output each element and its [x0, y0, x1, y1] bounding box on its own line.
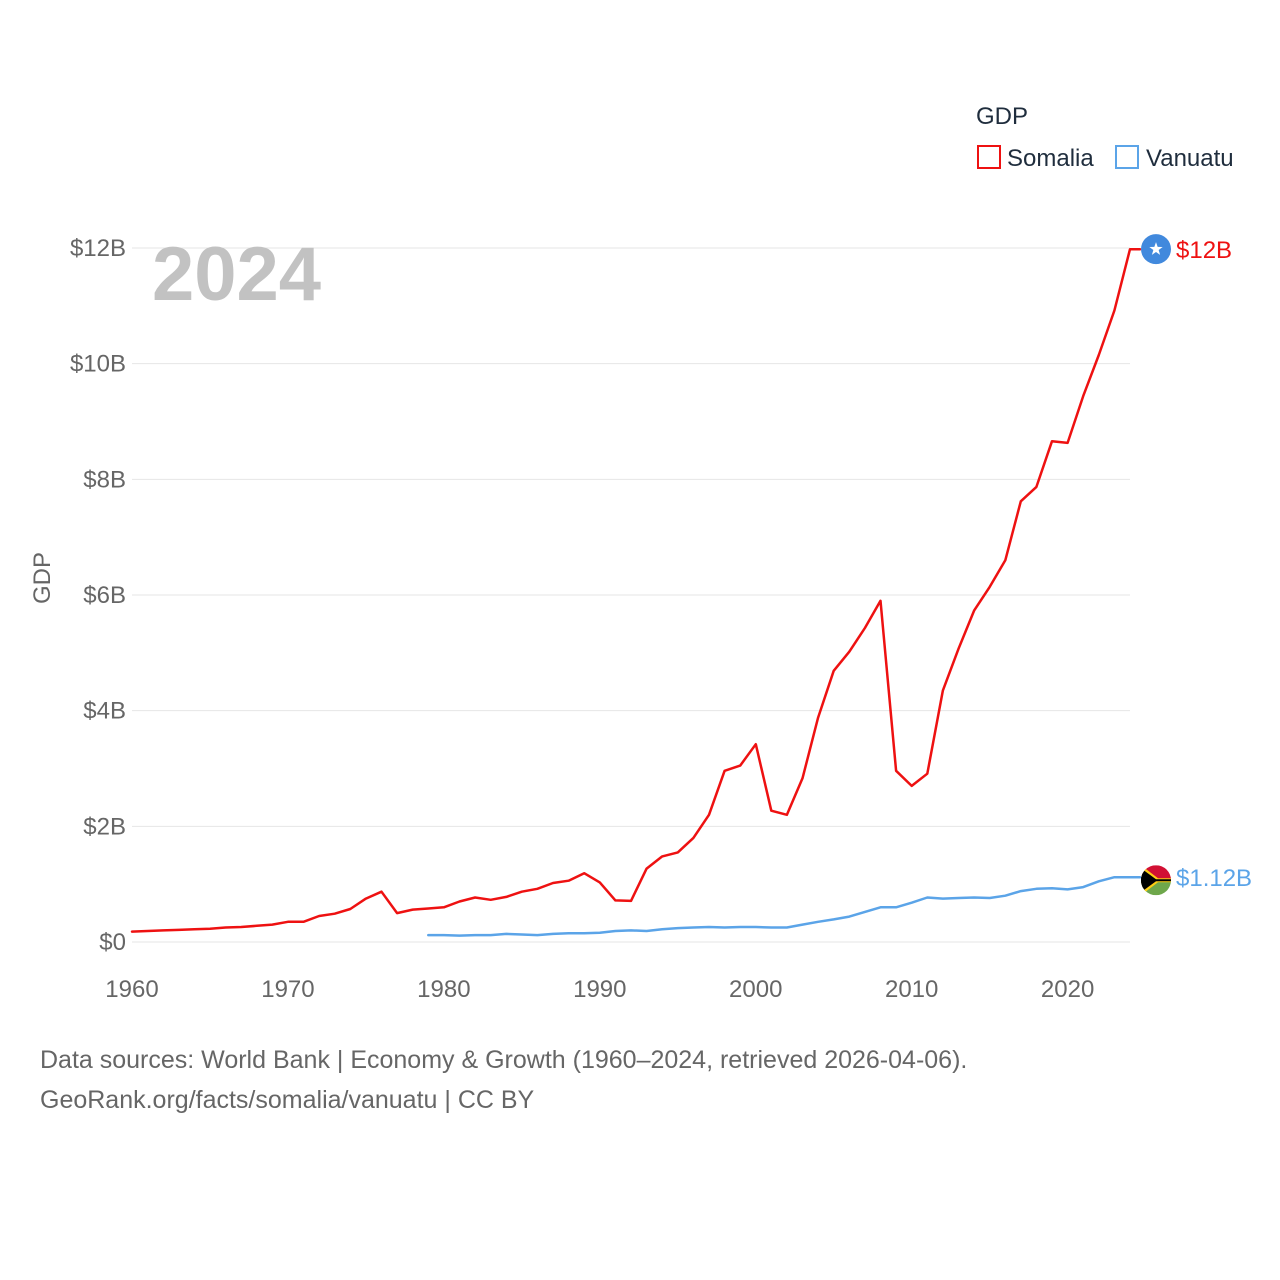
end-value-label-vanuatu: $1.12B: [1176, 865, 1252, 892]
legend-swatch-somalia: [977, 145, 1001, 169]
grid-lines: [132, 247, 1130, 943]
legend-label-somalia: Somalia: [1007, 145, 1094, 172]
legend[interactable]: GDP Somalia Vanuatu: [976, 103, 1234, 172]
end-value-label-somalia: $12B: [1176, 237, 1232, 264]
x-tick-label: 1980: [417, 976, 470, 1003]
x-tick-label: 2010: [885, 976, 938, 1003]
y-tick-label: $6B: [83, 582, 126, 609]
x-tick-label: 1960: [105, 976, 158, 1003]
y-tick-label: $10B: [70, 351, 126, 378]
somalia-flag-icon: [1141, 234, 1171, 265]
series-lines: [130, 247, 1142, 937]
x-tick-label: 2000: [729, 976, 782, 1003]
legend-title: GDP: [976, 103, 1028, 130]
y-tick-label: $0: [99, 929, 126, 956]
y-axis-ticks: $0 $2B $4B $6B $8B $10B $12B: [70, 235, 126, 956]
y-tick-label: $8B: [83, 466, 126, 493]
series-line-vanuatu: [427, 875, 1142, 937]
legend-swatch-vanuatu: [1115, 145, 1139, 169]
year-watermark: 2024: [152, 232, 321, 317]
vanuatu-flag-icon: [1141, 865, 1171, 896]
legend-item-vanuatu[interactable]: Vanuatu: [1115, 145, 1234, 172]
series-line-somalia: [130, 247, 1142, 933]
y-tick-label: $4B: [83, 698, 126, 725]
data-sources-text: Data sources: World Bank | Economy & Gro…: [40, 1046, 968, 1074]
x-tick-label: 1990: [573, 976, 626, 1003]
legend-item-somalia[interactable]: Somalia: [977, 145, 1094, 172]
x-tick-label: 2020: [1041, 976, 1094, 1003]
y-tick-label: $12B: [70, 235, 126, 262]
legend-label-vanuatu: Vanuatu: [1146, 145, 1234, 172]
flag-triangle: [1141, 871, 1153, 890]
footer: Data sources: World Bank | Economy & Gro…: [40, 1040, 967, 1120]
x-tick-label: 1970: [261, 976, 314, 1003]
flag-black-y: [1141, 868, 1171, 893]
attribution-text: GeoRank.org/facts/somalia/vanuatu | CC B…: [40, 1086, 535, 1114]
y-tick-label: $2B: [83, 813, 126, 840]
x-axis-ticks: 1960 1970 1980 1990 2000 2010 2020: [105, 976, 1094, 1003]
y-axis-title: GDP: [29, 552, 56, 604]
flag-star: [1149, 242, 1163, 255]
flag-body: [1141, 865, 1171, 896]
series-end-markers: $12B $1.12B: [1141, 234, 1252, 896]
